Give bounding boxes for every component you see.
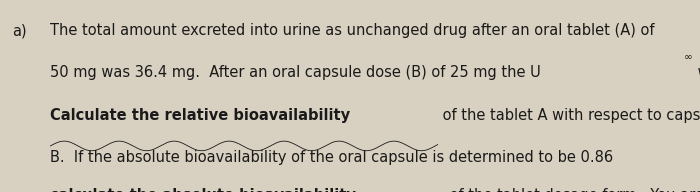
Text: The total amount excreted into urine as unchanged drug after an oral tablet (A) : The total amount excreted into urine as … [50, 23, 655, 38]
Text: 50 mg was 36.4 mg.  After an oral capsule dose (B) of 25 mg the U: 50 mg was 36.4 mg. After an oral capsule… [50, 65, 541, 80]
Text: Calculate the relative bioavailability: Calculate the relative bioavailability [50, 108, 351, 122]
Text: ∞: ∞ [684, 52, 692, 62]
Text: of the tablet dosage form.  You are: of the tablet dosage form. You are [445, 188, 700, 192]
Text: was 20.3: was 20.3 [693, 65, 700, 80]
Text: a): a) [13, 23, 27, 38]
Text: calculate the absolute bioavailability: calculate the absolute bioavailability [50, 188, 356, 192]
Text: of the tablet A with respect to capsule: of the tablet A with respect to capsule [438, 108, 700, 122]
Text: B.  If the absolute bioavailability of the oral capsule is determined to be 0.86: B. If the absolute bioavailability of th… [50, 150, 613, 165]
